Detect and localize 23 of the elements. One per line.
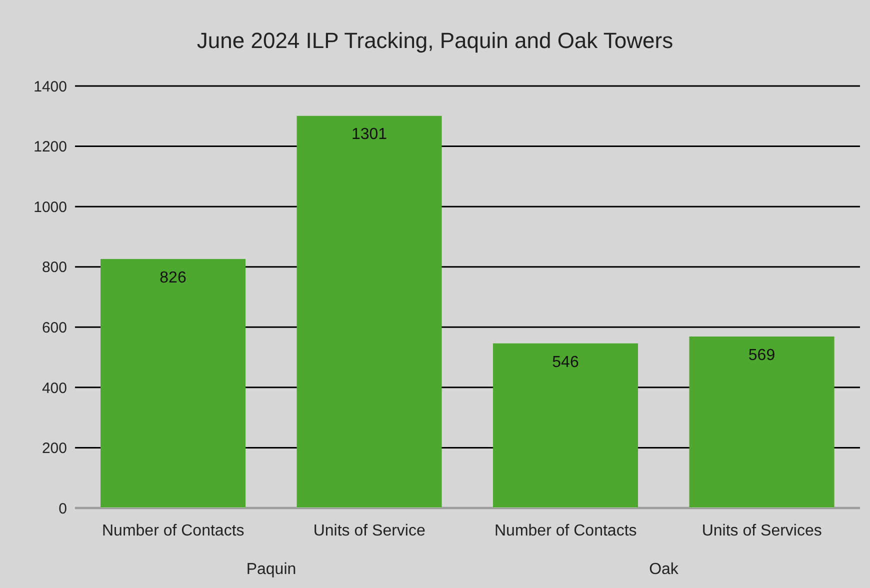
data-label: 569 (748, 346, 776, 364)
x-tick-label: Units of Service (313, 522, 426, 540)
y-tick-label: 1000 (34, 198, 67, 216)
y-tick-label: 800 (42, 259, 67, 276)
x-tick-label: Units of Services (702, 522, 822, 540)
bar (689, 336, 834, 508)
data-label: 546 (552, 354, 579, 371)
bar (296, 116, 442, 508)
x-tick-label: Number of Contacts (102, 522, 244, 540)
y-tick-label: 1200 (34, 138, 67, 156)
bar (100, 259, 246, 508)
text: Paquin (245, 561, 298, 579)
chart-title: June 2024 ILP Tracking, Paquin and Oak Towers (196, 28, 674, 54)
y-tick-label: 400 (42, 380, 67, 397)
y-tick-label: 1400 (34, 78, 67, 96)
data-label: 1301 (351, 126, 388, 144)
bar (493, 343, 638, 508)
y-tick-label: 600 (42, 319, 67, 336)
data-label: 826 (160, 269, 186, 286)
text: Oak (648, 561, 680, 579)
y-tick-label: 200 (42, 440, 67, 458)
x-tick-label: Number of Contacts (494, 522, 637, 540)
y-tick-label: 0 (58, 500, 67, 518)
